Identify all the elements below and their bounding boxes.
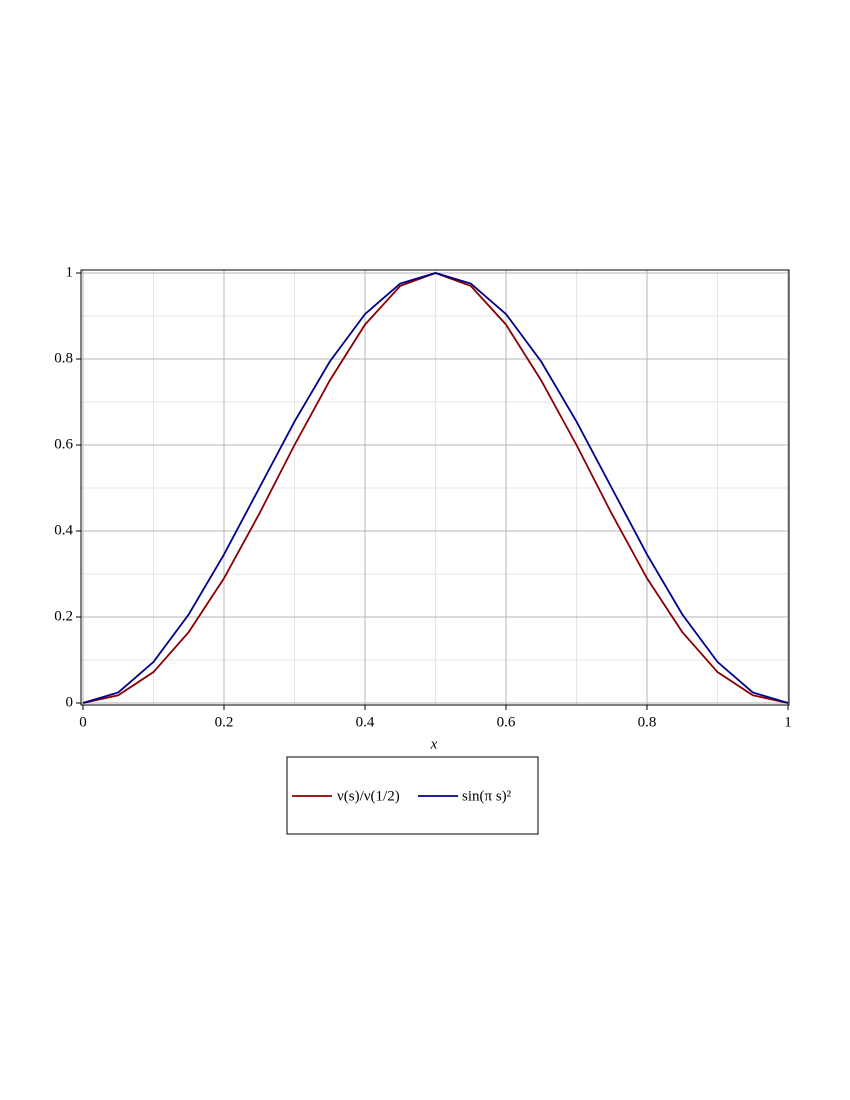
x-tick-label: 0.2 <box>215 714 234 730</box>
series-line <box>82 272 789 704</box>
legend-label: sin(π s)² <box>462 788 512 804</box>
plot-frame <box>80 269 790 706</box>
x-tick-label: 1 <box>784 714 792 730</box>
legend-label: ν(s)/ν(1/2) <box>337 788 400 804</box>
y-tick-label: 0.2 <box>54 608 73 624</box>
y-tick-label: 0.8 <box>54 350 73 366</box>
x-tick-label: 0.8 <box>638 714 657 730</box>
x-tick-label: 0.4 <box>356 714 375 730</box>
y-tick-label: 0 <box>66 694 74 710</box>
y-tick-label: 1 <box>66 264 74 280</box>
x-axis-label: x <box>430 736 438 752</box>
x-tick-label: 0 <box>79 714 87 730</box>
y-tick-label: 0.4 <box>54 522 73 538</box>
x-tick-label: 0.6 <box>497 714 516 730</box>
y-tick-label: 0.6 <box>54 436 73 452</box>
